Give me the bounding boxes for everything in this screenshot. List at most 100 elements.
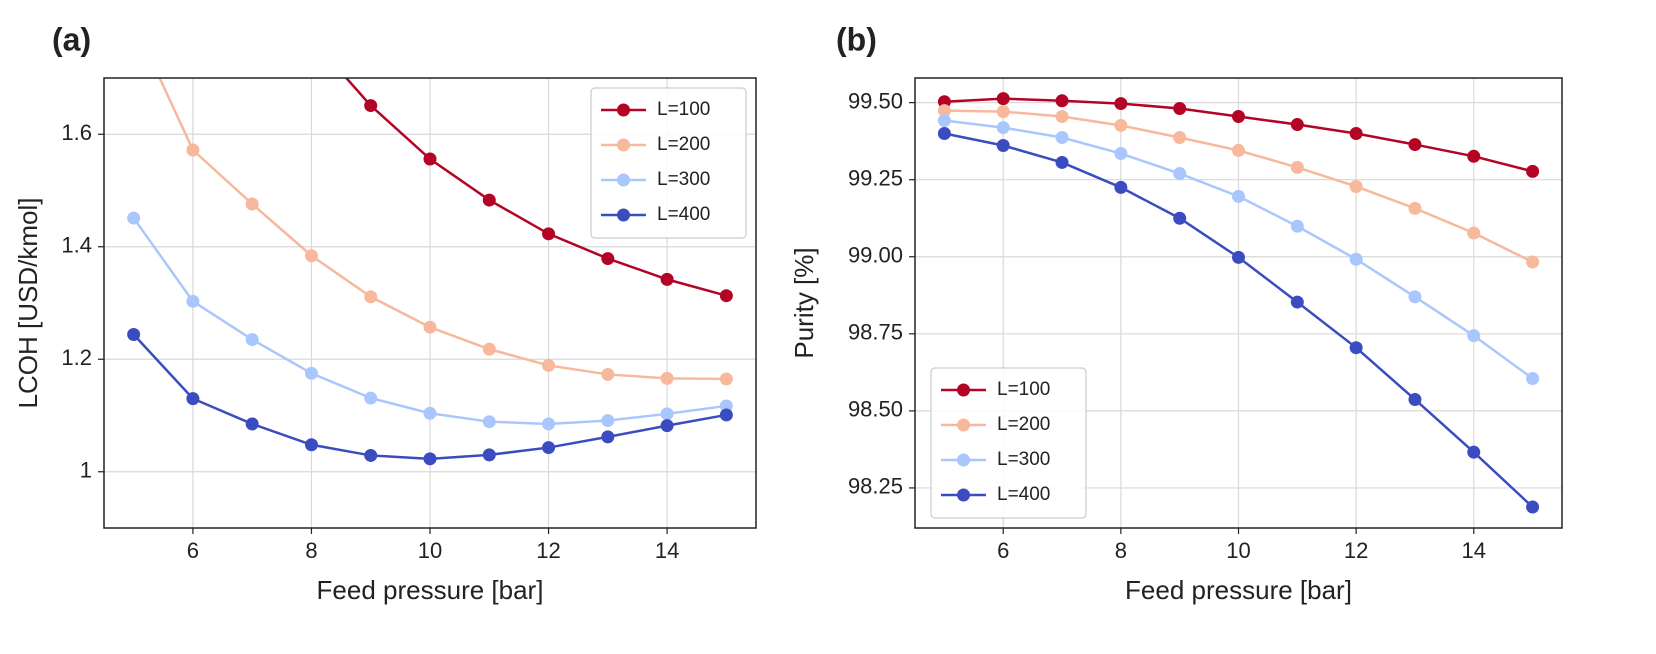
x-axis-label: Feed pressure [bar]	[317, 575, 544, 605]
chart-panel: (a) 1 1.2 1.4 1.6 6 8 10 12 14 Feed pressure [bar]…	[13, 15, 757, 605]
data-point	[305, 32, 318, 45]
legend-box	[590, 87, 747, 239]
data-point	[937, 104, 951, 118]
y-tick-label: 1	[80, 458, 92, 483]
legend-marker	[957, 383, 970, 397]
data-point	[1467, 445, 1481, 459]
y-tick-label: 99.00	[848, 243, 903, 268]
panel-label: (b)	[836, 21, 877, 57]
data-point	[1055, 94, 1069, 108]
data-point	[482, 193, 496, 207]
legend-label: L=200	[657, 134, 710, 155]
data-point	[423, 406, 437, 420]
data-point	[937, 114, 951, 128]
data-point	[601, 414, 615, 428]
data-point	[127, 15, 140, 28]
data-point	[1408, 138, 1422, 152]
x-tick-label: 8	[1115, 538, 1127, 563]
y-tick-label: 98.75	[848, 320, 903, 345]
data-point	[1055, 130, 1069, 144]
data-point	[1467, 226, 1481, 240]
legend-marker	[617, 208, 630, 222]
y-tick-label: 98.25	[848, 474, 903, 499]
y-tick-label: 1.6	[61, 120, 92, 145]
y-tick-label: 99.25	[848, 166, 903, 191]
data-point	[245, 197, 259, 211]
data-point	[542, 358, 556, 372]
data-point	[601, 430, 615, 444]
y-tick-label: 99.50	[848, 88, 903, 113]
data-point	[364, 391, 378, 405]
data-point	[1408, 201, 1422, 215]
data-point	[1114, 147, 1128, 161]
legend-marker	[957, 418, 970, 432]
data-point	[423, 452, 437, 466]
y-axis-label: Purity [%]	[789, 247, 819, 358]
data-point	[996, 139, 1010, 152]
legend-label: L=300	[997, 449, 1050, 470]
data-point	[1290, 295, 1304, 309]
data-point	[601, 252, 615, 266]
data-point	[364, 290, 378, 304]
data-point	[542, 417, 556, 431]
x-axis-label: Feed pressure [bar]	[1125, 575, 1352, 605]
data-point	[423, 152, 437, 166]
data-point	[1526, 372, 1540, 386]
data-point	[245, 333, 259, 347]
data-point	[1290, 160, 1304, 174]
x-tick-label: 6	[997, 538, 1009, 563]
y-tick-label: 98.50	[848, 397, 903, 422]
data-point	[1232, 250, 1245, 264]
data-point	[1173, 102, 1187, 116]
data-point	[127, 211, 141, 225]
data-point	[719, 408, 733, 422]
data-point	[1349, 126, 1363, 140]
data-point	[719, 399, 733, 413]
data-point	[304, 438, 318, 452]
legend-box	[930, 367, 1087, 519]
data-point	[127, 328, 141, 341]
data-point	[1290, 118, 1304, 132]
data-point	[542, 227, 556, 241]
data-point	[1232, 143, 1245, 157]
data-point	[186, 294, 200, 308]
data-point	[1114, 118, 1128, 132]
data-point	[1349, 252, 1363, 266]
data-point	[601, 367, 615, 381]
legend-label: L=100	[657, 99, 710, 120]
data-point	[1173, 167, 1187, 181]
legend-marker	[617, 173, 630, 187]
x-tick-label: 14	[1462, 538, 1486, 563]
data-point	[937, 95, 951, 109]
y-tick-label: 1.2	[61, 345, 92, 370]
data-point	[996, 105, 1010, 119]
data-point	[1526, 500, 1540, 514]
data-point	[1467, 329, 1481, 343]
panel-label: (a)	[52, 21, 91, 57]
plot-area	[937, 92, 1540, 514]
axes-frame	[103, 77, 757, 529]
legend-marker	[617, 138, 630, 152]
x-tick-label: 8	[305, 538, 317, 563]
chart-panel: (b) 98.25 98.50 98.75 99.00 99.25 99.50 6 8 10 12 1…	[789, 21, 1563, 605]
data-point	[1232, 189, 1245, 203]
legend-label: L=400	[657, 204, 710, 225]
data-point	[1290, 219, 1304, 233]
data-point	[719, 289, 733, 303]
data-point	[482, 342, 496, 356]
y-axis-label: LCOH [USD/kmol]	[13, 198, 43, 409]
y-tick-label: 1.4	[61, 233, 92, 258]
legend-label: L=300	[657, 169, 710, 190]
data-point	[1173, 130, 1187, 144]
data-point	[719, 372, 733, 386]
data-point	[364, 99, 378, 113]
data-point	[996, 121, 1010, 135]
data-point	[1408, 290, 1422, 304]
legend-label: L=200	[997, 414, 1050, 435]
data-point	[1467, 149, 1481, 163]
legend: L=100 L=200 L=300 L=400	[930, 367, 1087, 519]
data-point	[482, 448, 496, 462]
legend-marker	[617, 103, 630, 117]
